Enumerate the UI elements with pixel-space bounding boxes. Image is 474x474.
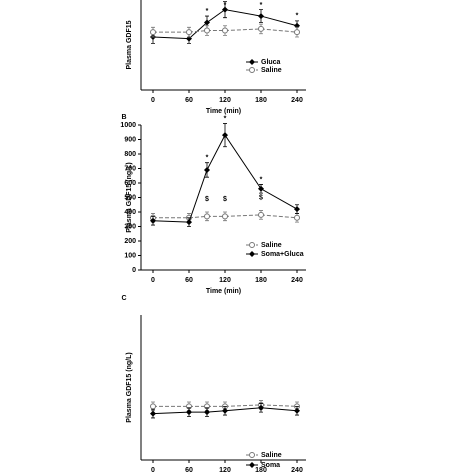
marker <box>258 185 264 192</box>
y-axis-label: Plasma GDF15 <box>126 20 133 69</box>
y-axis-label: Plasma GDF15 (ng/L) <box>126 162 133 232</box>
x-tick-label: 0 <box>151 277 155 284</box>
marker <box>258 13 264 20</box>
x-tick-label: 60 <box>185 467 193 474</box>
marker <box>294 206 300 213</box>
x-tick-label: 240 <box>291 467 303 474</box>
legend-label: Soma+Gluca <box>261 251 304 258</box>
x-tick-label: 180 <box>255 277 267 284</box>
legend-label: Gluca <box>261 59 281 66</box>
marker <box>186 219 192 226</box>
legend-label: Soma <box>261 462 280 469</box>
x-axis-label: Time (min) <box>206 108 241 115</box>
marker <box>249 242 255 248</box>
marker <box>258 211 264 218</box>
marker <box>150 29 156 36</box>
y-tick-label: 500 <box>124 194 136 201</box>
y-tick-label: 900 <box>124 136 136 143</box>
series-line <box>153 214 298 219</box>
annotation: * <box>260 2 263 9</box>
series-line <box>152 9 298 40</box>
x-tick-label: 240 <box>291 277 303 284</box>
y-tick-label: 600 <box>124 180 136 187</box>
marker <box>204 166 210 173</box>
marker <box>249 251 255 257</box>
annotation: * <box>224 115 227 122</box>
marker <box>222 6 228 13</box>
series-line <box>152 407 298 415</box>
x-tick-label: 180 <box>255 97 267 104</box>
y-tick-label: 300 <box>124 223 136 230</box>
y-axis-label: Plasma GDF15 (ng/L) <box>126 352 133 422</box>
legend-label: Saline <box>261 242 282 249</box>
marker <box>204 409 210 416</box>
panel-label: B <box>121 114 126 121</box>
marker <box>186 29 192 36</box>
marker <box>150 217 156 224</box>
series-line <box>153 404 298 407</box>
annotation: * <box>224 2 227 9</box>
annotation: $ <box>223 196 227 203</box>
marker <box>204 213 210 220</box>
marker <box>222 132 228 139</box>
y-tick-label: 1000 <box>120 122 136 129</box>
x-tick-label: 240 <box>291 97 303 104</box>
marker <box>294 29 300 36</box>
annotation: $ <box>259 194 263 201</box>
marker <box>150 410 156 417</box>
y-tick-label: 700 <box>124 165 136 172</box>
marker <box>249 462 255 468</box>
panel-label: C <box>121 295 126 302</box>
x-tick-label: 0 <box>151 97 155 104</box>
y-tick-label: 100 <box>124 252 136 259</box>
marker <box>294 407 300 414</box>
marker <box>222 213 228 220</box>
x-axis-label: Time (min) <box>206 288 241 295</box>
x-tick-label: 120 <box>219 277 231 284</box>
series-line <box>152 134 298 223</box>
marker <box>150 403 156 410</box>
marker <box>294 214 300 221</box>
legend-label: Saline <box>261 67 282 74</box>
y-tick-label: 800 <box>124 151 136 158</box>
y-tick-label: 0 <box>132 267 136 274</box>
marker <box>204 27 210 34</box>
marker <box>249 452 255 458</box>
annotation: * <box>260 176 263 183</box>
y-tick-label: 200 <box>124 238 136 245</box>
marker <box>258 25 264 32</box>
marker <box>222 27 228 34</box>
x-tick-label: 0 <box>151 467 155 474</box>
x-tick-label: 60 <box>185 97 193 104</box>
annotation: * <box>296 13 299 20</box>
marker <box>186 409 192 416</box>
x-tick-label: 120 <box>219 97 231 104</box>
legend-label: Saline <box>261 452 282 459</box>
x-tick-label: 180 <box>255 467 267 474</box>
series-line <box>153 28 298 33</box>
marker <box>249 67 255 73</box>
annotation: * <box>206 155 209 162</box>
annotation: * <box>206 8 209 15</box>
marker <box>222 407 228 414</box>
x-tick-label: 60 <box>185 277 193 284</box>
marker <box>258 404 264 411</box>
annotation: $ <box>205 196 209 203</box>
y-tick-label: 400 <box>124 209 136 216</box>
x-tick-label: 120 <box>219 467 231 474</box>
marker <box>249 59 255 65</box>
marker <box>204 19 210 26</box>
